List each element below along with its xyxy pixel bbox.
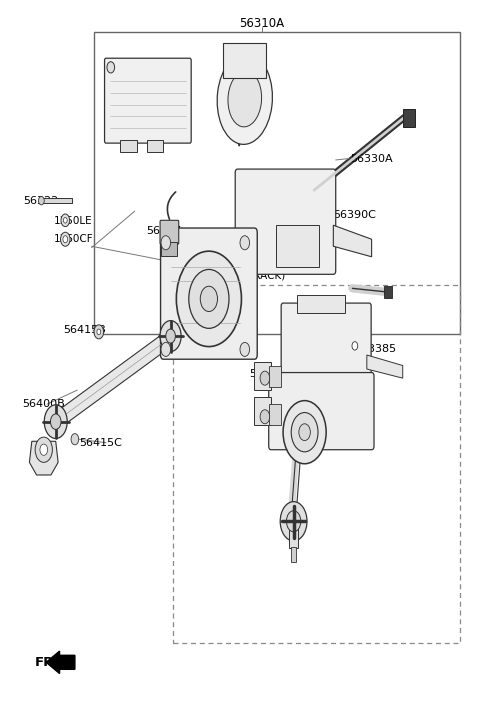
Bar xyxy=(160,242,177,256)
Circle shape xyxy=(166,329,175,343)
Circle shape xyxy=(260,410,270,424)
Circle shape xyxy=(40,444,48,456)
Text: 56415B: 56415B xyxy=(63,325,106,335)
Text: 13385: 13385 xyxy=(362,344,397,354)
Circle shape xyxy=(97,329,101,335)
Bar xyxy=(223,43,266,78)
Circle shape xyxy=(299,424,311,441)
Circle shape xyxy=(161,236,170,250)
Circle shape xyxy=(240,236,250,250)
Polygon shape xyxy=(53,330,173,430)
Bar xyxy=(276,225,319,267)
FancyBboxPatch shape xyxy=(269,373,374,450)
Circle shape xyxy=(61,214,70,226)
Bar xyxy=(291,546,296,562)
Circle shape xyxy=(189,269,229,328)
Circle shape xyxy=(240,342,250,356)
FancyBboxPatch shape xyxy=(160,228,257,359)
Circle shape xyxy=(280,502,307,541)
FancyBboxPatch shape xyxy=(105,58,191,143)
Bar xyxy=(384,285,392,298)
Bar xyxy=(173,285,460,643)
Bar xyxy=(94,32,460,334)
Text: 1350LE: 1350LE xyxy=(53,216,92,226)
Text: 1360CF: 1360CF xyxy=(53,234,93,244)
Text: 56340C: 56340C xyxy=(142,93,185,103)
Circle shape xyxy=(291,413,318,452)
Bar xyxy=(254,362,271,390)
Bar xyxy=(269,404,281,425)
Text: 56322: 56322 xyxy=(24,195,59,206)
Circle shape xyxy=(176,251,241,347)
Circle shape xyxy=(287,511,301,531)
FancyArrow shape xyxy=(46,651,75,673)
Text: FR.: FR. xyxy=(35,656,60,669)
FancyBboxPatch shape xyxy=(160,220,179,244)
Circle shape xyxy=(71,434,79,445)
Bar xyxy=(403,110,415,127)
Circle shape xyxy=(107,62,115,73)
Text: 56397: 56397 xyxy=(147,226,182,236)
Text: 56330A: 56330A xyxy=(350,153,393,164)
Text: 56310A: 56310A xyxy=(239,17,284,30)
Circle shape xyxy=(161,342,170,356)
FancyBboxPatch shape xyxy=(281,303,371,386)
Text: 56310A: 56310A xyxy=(250,369,292,379)
Circle shape xyxy=(352,342,358,350)
Bar xyxy=(298,295,345,313)
Bar xyxy=(254,397,271,425)
Circle shape xyxy=(44,405,67,439)
Polygon shape xyxy=(367,355,403,378)
Circle shape xyxy=(200,286,217,311)
Circle shape xyxy=(348,337,361,355)
Bar xyxy=(269,366,281,387)
Ellipse shape xyxy=(228,71,262,127)
Circle shape xyxy=(260,371,270,385)
Polygon shape xyxy=(29,441,58,475)
Circle shape xyxy=(283,401,326,464)
Bar xyxy=(120,141,137,152)
Text: 56415C: 56415C xyxy=(80,438,122,448)
FancyBboxPatch shape xyxy=(235,169,336,274)
Text: 56390C: 56390C xyxy=(333,209,376,219)
Circle shape xyxy=(94,325,104,339)
Ellipse shape xyxy=(217,53,273,144)
Circle shape xyxy=(35,437,52,463)
Circle shape xyxy=(50,414,61,430)
Circle shape xyxy=(63,236,68,243)
Circle shape xyxy=(38,196,44,205)
Bar xyxy=(289,522,299,548)
Circle shape xyxy=(160,321,181,352)
Circle shape xyxy=(60,232,70,246)
Circle shape xyxy=(63,217,67,223)
Bar xyxy=(147,141,163,152)
Text: 56400B: 56400B xyxy=(22,399,65,409)
Bar xyxy=(41,198,72,203)
Polygon shape xyxy=(333,225,372,257)
Text: (MDPS-BLAC-RACK): (MDPS-BLAC-RACK) xyxy=(185,271,285,280)
